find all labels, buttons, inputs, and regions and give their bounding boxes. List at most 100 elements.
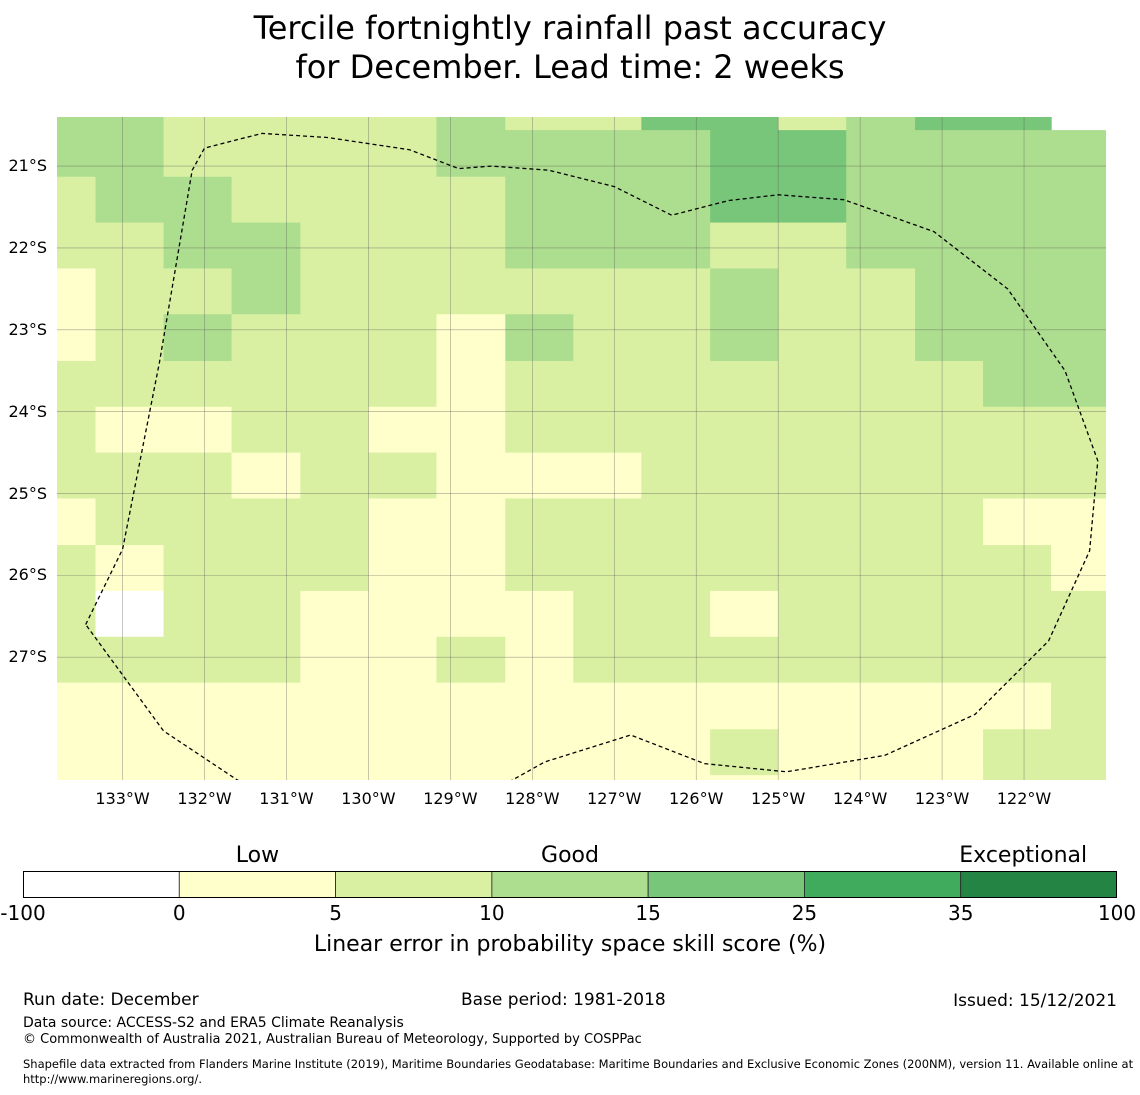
grid-cell (778, 498, 847, 546)
grid-cell (710, 729, 779, 776)
grid-cell (846, 268, 916, 315)
grid-cell (505, 729, 574, 776)
colorbar-category-label: Good (541, 843, 599, 868)
latitude-tick-label: 22°S (8, 237, 47, 257)
grid-cell (778, 314, 847, 362)
grid-cell (573, 222, 642, 270)
grid-cell (231, 117, 301, 131)
grid-cell (846, 130, 916, 178)
grid-cell (983, 498, 1052, 546)
colorbar-tick-label: 15 (635, 901, 661, 925)
grid-cell (641, 498, 711, 546)
grid-cell (846, 360, 916, 408)
grid-cell (163, 452, 233, 500)
grid-cell (231, 545, 301, 592)
latitude-tick-label: 25°S (8, 483, 47, 503)
grid-cell (573, 545, 642, 592)
longitude-tick-label: 130°W (341, 789, 396, 808)
grid-cell (915, 636, 984, 684)
latitude-tick-label: 24°S (8, 401, 47, 421)
colorbar-category-label: Exceptional (959, 843, 1088, 868)
longitude-tick-label: 123°W (914, 789, 970, 808)
grid-cell (368, 545, 438, 592)
grid-cell (710, 452, 779, 500)
grid-cell (1051, 314, 1106, 362)
grid-cell (163, 268, 233, 315)
grid-cell (300, 130, 370, 178)
grid-cell (300, 498, 370, 546)
grid-cell (915, 268, 984, 315)
grid-cell (1051, 545, 1106, 592)
grid-cell (95, 176, 165, 224)
grid-cell (95, 130, 165, 178)
grid-cell (95, 545, 165, 592)
grid-cell (300, 545, 370, 592)
grid-cell (846, 498, 916, 546)
grid-cell (231, 775, 301, 780)
grid-cell (436, 590, 506, 638)
grid-cell (163, 682, 233, 730)
grid-cell (231, 360, 301, 408)
longitude-tick-label: 128°W (505, 789, 560, 808)
grid-cell (436, 117, 506, 131)
grid-cell (231, 590, 301, 638)
grid-cell (983, 222, 1052, 270)
grid-cell (368, 498, 438, 546)
grid-cell (846, 775, 916, 780)
grid-cell (1051, 498, 1106, 546)
grid-cell (915, 314, 984, 362)
grid-cell (983, 545, 1052, 592)
grid-cell (505, 314, 574, 362)
data-source: Data source: ACCESS-S2 and ERA5 Climate … (23, 1015, 404, 1031)
grid-cell (163, 545, 233, 592)
colorbar (23, 871, 1117, 898)
grid-cell (163, 775, 233, 780)
grid-cell (915, 452, 984, 500)
grid-cell (983, 452, 1052, 500)
grid-cell (641, 729, 711, 776)
grid-cell (1051, 268, 1106, 315)
colorbar-segment (178, 871, 336, 898)
grid-cell (846, 406, 916, 454)
grid-cell (57, 130, 97, 178)
colorbar-frame (23, 871, 1117, 898)
grid-cell (1051, 406, 1106, 454)
grid-cell (436, 682, 506, 730)
skill-map (57, 117, 1106, 780)
grid-cell (573, 117, 642, 131)
grid-cell (300, 682, 370, 730)
grid-cell (57, 406, 97, 454)
grid-cell (983, 775, 1052, 780)
grid-cell (163, 117, 233, 131)
map-canvas (57, 117, 1106, 780)
grid-cell (163, 636, 233, 684)
colorbar-tick-label: -100 (0, 901, 46, 925)
base-period: Base period: 1981-2018 (461, 990, 666, 1010)
grid-cell (915, 117, 984, 131)
grid-cell (300, 360, 370, 408)
grid-cell (846, 729, 916, 776)
grid-cell (436, 545, 506, 592)
grid-cell (1051, 176, 1106, 224)
grid-cell (95, 729, 165, 776)
grid-cell (436, 130, 506, 178)
grid-cell (368, 360, 438, 408)
grid-cell (368, 729, 438, 776)
grid-cell (1051, 452, 1106, 500)
grid-cell (95, 117, 165, 131)
grid-cell (368, 314, 438, 362)
grid-cell (1051, 729, 1106, 776)
grid-cell (231, 176, 301, 224)
grid-cell (436, 775, 506, 780)
grid-cell (710, 176, 779, 224)
grid-cell (778, 130, 847, 178)
grid-cell (1051, 590, 1106, 638)
grid-cell (231, 406, 301, 454)
grid-cell (505, 406, 574, 454)
grid-cell (505, 682, 574, 730)
grid-cell (573, 360, 642, 408)
colorbar-tick-label: 35 (947, 901, 974, 925)
grid-cell (231, 636, 301, 684)
grid-cell (778, 360, 847, 408)
colorbar-label: Linear error in probability space skill … (313, 932, 827, 957)
